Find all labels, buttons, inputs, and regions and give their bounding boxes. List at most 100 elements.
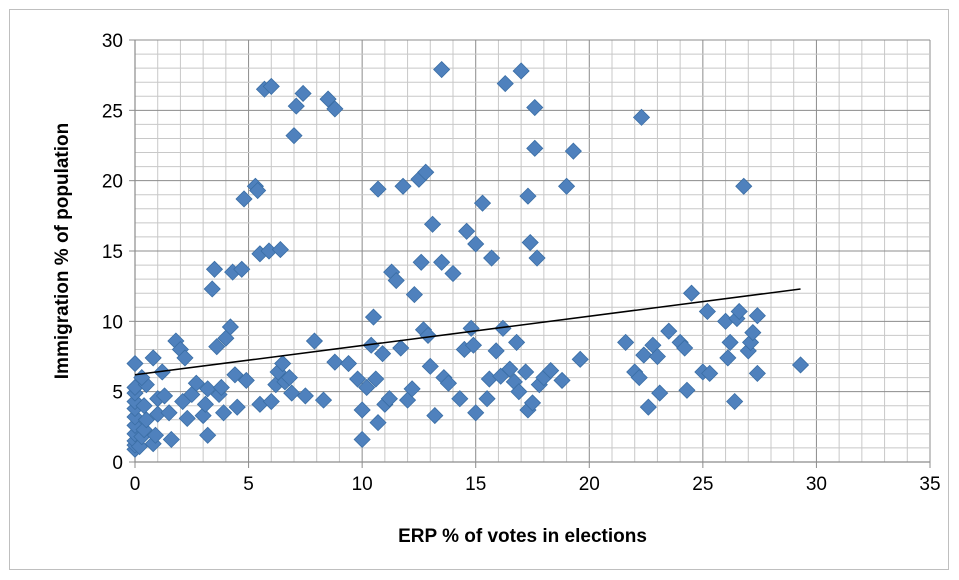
x-tick-label: 5 bbox=[243, 474, 254, 495]
data-point bbox=[512, 62, 530, 80]
data-point bbox=[339, 354, 358, 373]
data-point bbox=[571, 350, 589, 368]
data-point bbox=[364, 308, 383, 326]
data-point bbox=[464, 336, 483, 354]
data-point bbox=[635, 346, 653, 364]
data-point bbox=[215, 404, 233, 422]
data-point bbox=[660, 322, 678, 340]
data-point bbox=[144, 349, 162, 367]
y-tick-label: 30 bbox=[102, 31, 123, 52]
data-point bbox=[392, 339, 410, 357]
y-tick-label: 0 bbox=[112, 453, 123, 474]
data-point bbox=[748, 307, 766, 325]
data-point bbox=[526, 139, 544, 157]
data-point bbox=[155, 387, 174, 405]
data-point bbox=[542, 362, 560, 380]
data-point bbox=[467, 404, 485, 422]
data-point bbox=[208, 338, 226, 356]
x-tick-label: 15 bbox=[465, 474, 486, 495]
data-point bbox=[228, 398, 246, 416]
data-point bbox=[698, 302, 716, 321]
data-point bbox=[326, 353, 344, 371]
data-point bbox=[221, 318, 239, 336]
y-axis-title: Immigration % of population bbox=[52, 123, 73, 379]
data-point bbox=[682, 284, 701, 302]
data-point bbox=[367, 370, 385, 388]
data-point bbox=[458, 222, 476, 240]
data-point bbox=[735, 177, 753, 195]
data-point bbox=[283, 384, 301, 402]
x-axis-title: ERP % of votes in elections bbox=[398, 526, 647, 547]
data-point bbox=[473, 194, 492, 212]
data-point bbox=[380, 390, 398, 408]
data-point bbox=[262, 77, 280, 95]
data-point bbox=[417, 163, 435, 181]
data-point bbox=[319, 90, 337, 108]
data-point bbox=[305, 332, 324, 350]
data-point bbox=[517, 363, 535, 381]
data-point bbox=[296, 387, 314, 405]
y-tick-label: 25 bbox=[102, 101, 123, 122]
data-point bbox=[564, 142, 582, 160]
x-tick-label: 30 bbox=[806, 474, 827, 495]
data-point bbox=[237, 371, 255, 389]
data-point bbox=[274, 354, 292, 373]
data-point bbox=[394, 177, 412, 195]
data-point bbox=[467, 235, 485, 253]
trendline bbox=[134, 288, 801, 376]
tick-labels: 0 5 10 15 20 25 30 35 0 5 10 15 20 25 30 bbox=[102, 31, 941, 495]
data-point bbox=[403, 380, 421, 398]
y-tick-label: 15 bbox=[102, 242, 123, 263]
data-point bbox=[314, 391, 333, 409]
data-point bbox=[176, 349, 194, 367]
data-point bbox=[178, 409, 196, 427]
data-point bbox=[262, 392, 280, 411]
data-point bbox=[496, 75, 514, 93]
data-point bbox=[353, 430, 371, 449]
data-point bbox=[617, 333, 635, 351]
data-point bbox=[483, 249, 501, 267]
data-point bbox=[632, 108, 651, 126]
data-point bbox=[294, 84, 312, 103]
data-point bbox=[387, 271, 405, 290]
data-point bbox=[433, 60, 451, 79]
data-point bbox=[135, 397, 153, 415]
data-point bbox=[137, 411, 155, 429]
data-point bbox=[183, 385, 201, 404]
data-point bbox=[421, 357, 439, 375]
data-point bbox=[719, 349, 737, 367]
data-point bbox=[508, 333, 526, 351]
data-point bbox=[326, 100, 344, 118]
data-point bbox=[630, 369, 648, 387]
data-point bbox=[526, 98, 544, 117]
data-point bbox=[353, 401, 371, 419]
y-tick-label: 10 bbox=[102, 312, 123, 333]
data-point bbox=[233, 260, 251, 278]
data-point bbox=[249, 181, 267, 200]
data-point bbox=[678, 381, 696, 399]
data-point bbox=[639, 398, 657, 416]
data-point bbox=[162, 430, 180, 449]
data-point bbox=[730, 302, 748, 321]
data-point bbox=[405, 286, 423, 304]
data-point bbox=[369, 414, 387, 432]
x-tick-label: 10 bbox=[352, 474, 373, 495]
data-point bbox=[374, 345, 392, 363]
data-point bbox=[271, 241, 289, 259]
chart-frame: 0 5 10 15 20 25 30 35 0 5 10 15 20 25 30 ERP % of vote… bbox=[9, 9, 949, 570]
data-point bbox=[285, 127, 303, 145]
x-tick-label: 0 bbox=[130, 474, 141, 495]
scatter-chart: 0 5 10 15 20 25 30 35 0 5 10 15 20 25 30 ERP % of vote… bbox=[52, 31, 941, 547]
data-point bbox=[701, 364, 719, 382]
data-point bbox=[462, 319, 480, 337]
data-point bbox=[160, 404, 178, 422]
y-tick-label: 20 bbox=[102, 172, 123, 193]
data-point bbox=[199, 380, 217, 398]
data-point bbox=[721, 333, 739, 351]
data-point bbox=[196, 395, 214, 413]
data-point bbox=[433, 253, 451, 271]
data-point bbox=[528, 249, 546, 267]
data-point bbox=[426, 407, 444, 425]
data-point bbox=[203, 280, 221, 298]
data-point bbox=[287, 97, 305, 115]
